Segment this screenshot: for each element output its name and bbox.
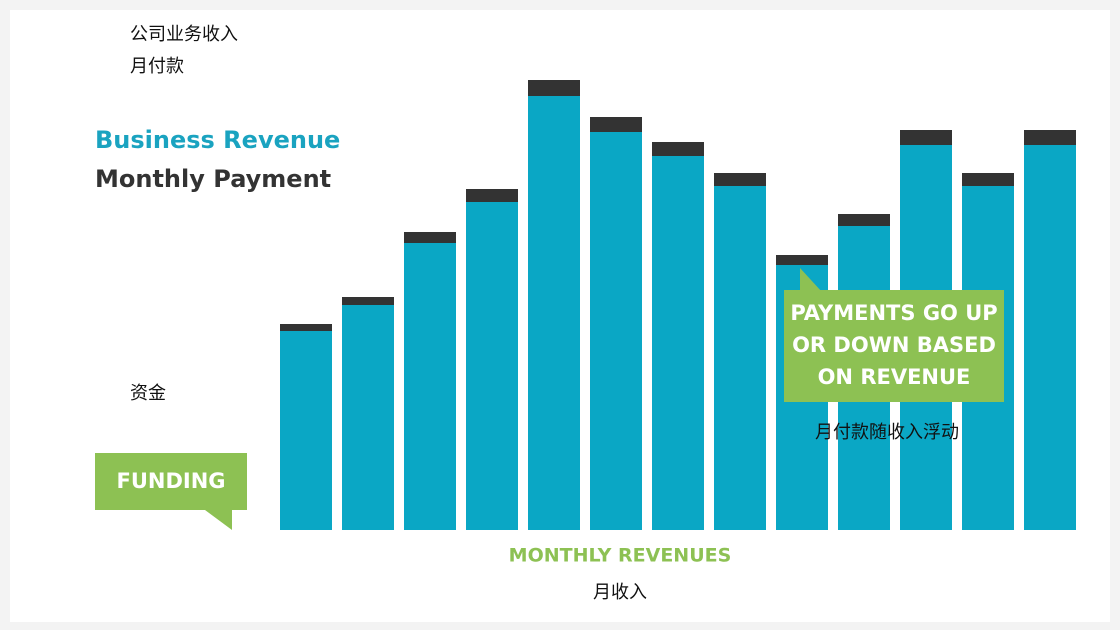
payment-bar	[652, 142, 704, 156]
payment-bar	[466, 189, 518, 202]
payment-bar	[280, 324, 332, 331]
revenue-bar	[466, 202, 518, 530]
revenue-bar	[652, 156, 704, 530]
payment-bar	[528, 80, 580, 96]
legend-revenue: Business Revenue	[95, 126, 340, 154]
x-axis-label-cn: 月收入	[593, 582, 647, 602]
payment-bar	[590, 117, 642, 132]
funding-cn: 资金	[130, 383, 166, 403]
revenue-bar	[714, 186, 766, 530]
revenue-bar	[404, 243, 456, 530]
payments-tail	[800, 268, 822, 292]
revenue-bar	[1024, 145, 1076, 530]
title-cn: 公司业务收入	[130, 24, 238, 44]
payments-line: OR DOWN BASED	[792, 333, 996, 357]
payments-line: PAYMENTS GO UP	[790, 301, 997, 325]
funding-box	[95, 453, 247, 510]
payment-bar	[1024, 130, 1076, 145]
revenue-bar	[528, 96, 580, 530]
payment-bar	[962, 173, 1014, 186]
revenue-bar	[280, 331, 332, 530]
revenue-bar	[590, 132, 642, 530]
payment-bar	[714, 173, 766, 186]
payment-bar	[342, 297, 394, 305]
subtitle-cn: 月付款	[130, 56, 184, 76]
funding-callout: FUNDING	[95, 453, 247, 530]
payment-bar	[900, 130, 952, 145]
revenue-bar	[342, 305, 394, 530]
payments-box	[784, 290, 1004, 402]
funding-tail	[205, 510, 232, 530]
x-axis-label: MONTHLY REVENUES	[509, 545, 732, 567]
legend-payment: Monthly Payment	[95, 165, 331, 193]
payment-bar	[776, 255, 828, 265]
payment-bar	[838, 214, 890, 226]
funding-text: FUNDING	[116, 469, 225, 493]
payments-line: ON REVENUE	[818, 365, 971, 389]
payments-callout: PAYMENTS GO UP OR DOWN BASED ON REVENUE	[784, 268, 1004, 402]
payments-cn: 月付款随收入浮动	[815, 422, 959, 442]
payment-bar	[404, 232, 456, 243]
